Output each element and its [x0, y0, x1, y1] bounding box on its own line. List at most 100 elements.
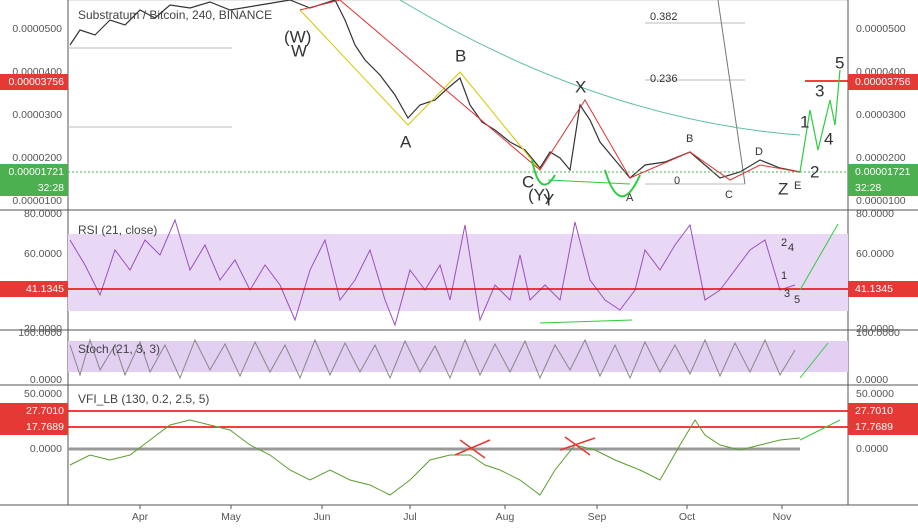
- wave-label: 5: [835, 53, 844, 72]
- cross-marks: [454, 436, 596, 459]
- projection: [799, 69, 841, 173]
- x-tick-label: Apr: [132, 511, 149, 523]
- symbol-title: Substratum / Bitcoin, 240, BINANCE: [78, 8, 272, 22]
- price-badge-label: 17.7689: [26, 421, 64, 433]
- price-badge-label: 17.7689: [855, 421, 893, 433]
- price-badge: [0, 180, 68, 196]
- price-badge: [0, 419, 68, 435]
- x-tick-label: Jun: [314, 511, 331, 523]
- price-badge-label: 0.00001721: [9, 166, 65, 178]
- y-tick-label: 50.0000: [24, 388, 62, 400]
- fib-label: 0.382: [650, 11, 678, 23]
- wave-zigzag-red: [299, 0, 801, 181]
- price-badge-label: 27.7010: [855, 405, 893, 417]
- arrow: [799, 419, 841, 441]
- price-badge: [0, 281, 68, 297]
- price-badge: [848, 74, 918, 90]
- price-badge: [848, 403, 918, 419]
- y-tick-label: 0.0000200: [12, 152, 62, 164]
- x-tick-label: Oct: [679, 511, 695, 523]
- x-tick-label: May: [221, 511, 242, 523]
- x-tick-label: Aug: [496, 511, 515, 523]
- wave-label: A: [400, 132, 412, 151]
- arrow: [539, 319, 633, 324]
- rsi-band: [68, 234, 848, 311]
- y-tick-label: 80.0000: [856, 208, 894, 220]
- resistance-arc: [399, 0, 801, 136]
- y-tick-label: 0.0000: [30, 443, 62, 455]
- y-tick-label: 0.0000: [856, 374, 888, 386]
- wave-label: C: [725, 189, 733, 201]
- circle: [604, 169, 641, 198]
- y-tick-label: 0.0000: [30, 374, 62, 386]
- price-badge: [848, 281, 918, 297]
- price-badge: [0, 74, 68, 90]
- y-tick-label: 0.0000200: [856, 152, 906, 164]
- price-line: [69, 0, 801, 179]
- y-tick-label: 100.0000: [18, 327, 62, 339]
- y-tick-label: 0.0000500: [856, 23, 906, 35]
- y-tick-label: 0.0000500: [12, 23, 62, 35]
- fib-trend: [717, 0, 746, 185]
- wave-label: (W): [284, 27, 311, 46]
- price-badge-label: 41.1345: [26, 283, 64, 295]
- price-badge-label: 32:28: [38, 182, 64, 194]
- fib-lines: [68, 22, 745, 185]
- arrow: [547, 179, 631, 185]
- vfi-line: [69, 419, 801, 496]
- arrow: [799, 223, 839, 291]
- wave-label: 2: [810, 162, 819, 181]
- price-badge: [0, 403, 68, 419]
- x-tick-label: Jul: [403, 511, 416, 523]
- x-tick-label: Sep: [588, 511, 607, 523]
- wave-zigzag: [299, 9, 541, 171]
- price-badge-label: 0.00003756: [9, 76, 65, 88]
- rsi-count: 5: [794, 294, 800, 306]
- pane-title: VFI_LB (130, 0.2, 2.5, 5): [78, 392, 209, 406]
- y-tick-label: 0.0000: [856, 443, 888, 455]
- rsi-count: 1: [781, 270, 787, 282]
- price-badge-label: 0.00001721: [855, 166, 911, 178]
- wave-label: 1: [800, 112, 809, 131]
- y-tick-label: 0.0000100: [12, 195, 62, 207]
- wave-label: A: [626, 192, 634, 204]
- y-tick-label: 0.0000300: [856, 109, 906, 121]
- arrow: [799, 342, 829, 379]
- wave-label: E: [794, 180, 801, 192]
- wave-label: C: [522, 172, 534, 191]
- price-badge-label: 0.00003756: [855, 76, 911, 88]
- wave-label: X: [575, 77, 586, 96]
- stoch-line: [69, 338, 796, 380]
- rsi-line: [69, 218, 796, 327]
- price-badge-label: 32:28: [855, 182, 881, 194]
- wave-label: B: [455, 46, 466, 65]
- y-tick-label: 80.0000: [24, 208, 62, 220]
- y-tick-label: 50.0000: [856, 388, 894, 400]
- price-badge-label: 27.7010: [26, 405, 64, 417]
- y-tick-label: 60.0000: [856, 248, 894, 260]
- y-tick-label: 0.0000100: [856, 195, 906, 207]
- price-badge: [848, 180, 918, 196]
- wave-label: 3: [815, 81, 824, 100]
- wave-label: 4: [824, 129, 833, 148]
- price-badge: [848, 419, 918, 435]
- price-badge: [848, 164, 918, 180]
- y-tick-label: 0.0000300: [12, 109, 62, 121]
- x-tick-label: Nov: [773, 511, 792, 523]
- wave-label: Y: [543, 190, 554, 209]
- wave-label: D: [755, 146, 763, 158]
- wave-label: Z: [778, 179, 788, 198]
- wave-label: W: [291, 41, 307, 60]
- rsi-count: 4: [788, 242, 794, 254]
- pane-title: Stoch (21, 3, 3): [78, 342, 160, 356]
- wave-label: (Y): [528, 185, 551, 204]
- rsi-count: 3: [784, 288, 790, 300]
- price-badge-label: 41.1345: [855, 283, 893, 295]
- rsi-count: 2: [781, 237, 787, 249]
- y-tick-label: 20.0000: [856, 323, 894, 335]
- fib-label: 0.236: [650, 73, 678, 85]
- y-tick-label: 20.0000: [24, 323, 62, 335]
- pane-title: RSI (21, close): [78, 223, 157, 237]
- price-badge: [0, 164, 68, 180]
